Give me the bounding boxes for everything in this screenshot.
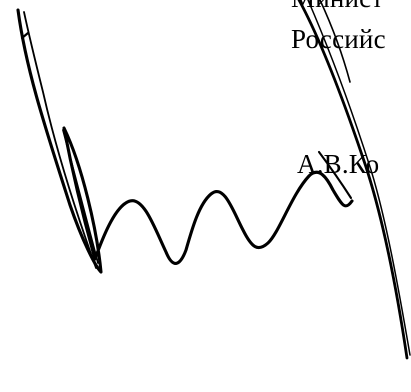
ministry-heading-line-1: Минист [291, 0, 383, 12]
ministry-heading-line-2: Российс [291, 24, 386, 54]
